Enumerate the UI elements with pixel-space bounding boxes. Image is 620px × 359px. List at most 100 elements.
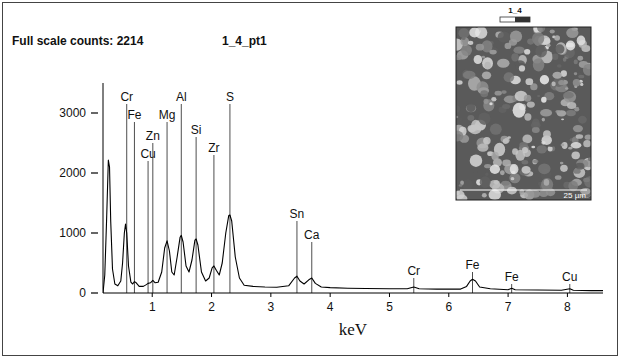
inset-texture — [556, 42, 567, 54]
x-tick — [211, 293, 212, 297]
x-tick-label: 4 — [327, 300, 334, 314]
inset-texture — [555, 110, 560, 113]
x-tick-label: 2 — [208, 300, 215, 314]
inset-texture — [484, 99, 489, 104]
inset-texture — [571, 151, 579, 159]
inset-texture — [480, 176, 491, 188]
inset-texture — [498, 31, 510, 42]
inset-texture — [489, 50, 496, 55]
inset-texture — [507, 187, 517, 195]
inset-texture — [511, 53, 518, 61]
inset-texture — [456, 80, 462, 85]
inset-texture — [482, 56, 485, 59]
peak-label: Zn — [146, 129, 160, 143]
y-tick — [91, 172, 98, 173]
inset-texture — [560, 165, 568, 172]
inset-texture — [485, 172, 488, 176]
inset-texture — [575, 163, 584, 170]
inset-texture — [532, 127, 540, 133]
peak-marker — [134, 122, 135, 293]
y-tick-label: 3000 — [59, 106, 86, 120]
subtitle: 1_4_pt1 — [222, 34, 267, 48]
x-tick — [152, 293, 153, 297]
inset-texture — [538, 164, 550, 175]
peak-label: Sn — [290, 207, 305, 221]
inset-texture — [513, 103, 526, 118]
inset-texture — [560, 162, 564, 165]
inset-texture — [519, 65, 525, 71]
inset-texture — [565, 87, 568, 89]
inset-texture — [578, 116, 587, 124]
inset-texture — [456, 105, 460, 112]
peak-label: S — [226, 90, 234, 104]
inset-texture — [500, 170, 505, 175]
inset-texture — [541, 178, 553, 191]
inset-texture — [555, 175, 562, 180]
inset-texture — [583, 64, 591, 76]
inset-texture — [504, 72, 514, 82]
peak-marker — [472, 272, 473, 293]
inset-texture — [531, 146, 535, 149]
inset-texture — [478, 112, 490, 124]
inset-texture — [535, 45, 546, 58]
inset-texture — [521, 166, 530, 174]
inset-texture — [542, 118, 545, 122]
y-tick-label: 1000 — [59, 226, 86, 240]
inset-texture — [571, 142, 582, 148]
inset-texture — [497, 59, 509, 68]
inset-texture — [460, 180, 464, 184]
inset-texture — [460, 37, 469, 46]
peak-label: Mg — [159, 108, 176, 122]
inset-texture — [533, 173, 539, 178]
chart: Full scale counts: 22141_4_pt10100020003… — [0, 0, 620, 359]
inset-texture — [541, 97, 547, 103]
inset-texture — [583, 178, 590, 182]
inset-texture — [509, 39, 517, 46]
inset-texture — [522, 147, 528, 153]
inset-texture — [489, 189, 501, 200]
peak-label: Cu — [562, 270, 577, 284]
peak-label: Si — [191, 123, 202, 137]
inset-texture — [511, 177, 515, 180]
inset-texture — [489, 102, 492, 105]
inset-texture — [566, 41, 575, 51]
inset-texture — [525, 78, 533, 85]
peak-marker — [229, 104, 230, 293]
inset-texture — [583, 140, 591, 147]
title: Full scale counts: 2214 — [12, 34, 144, 48]
inset-texture — [527, 101, 535, 107]
inset-texture — [469, 124, 482, 134]
inset-texture — [470, 155, 483, 167]
inset-texture — [574, 72, 577, 75]
inset-texture — [552, 82, 556, 87]
inset-texture — [576, 134, 583, 139]
peak-marker — [181, 104, 182, 293]
inset-icon — [515, 17, 530, 22]
inset-texture — [502, 104, 510, 109]
inset-texture — [566, 110, 576, 116]
inset-texture — [550, 30, 555, 34]
peak-label: Cu — [140, 147, 155, 161]
inset-texture — [459, 184, 463, 186]
inset-texture — [502, 181, 510, 186]
inset-border — [456, 27, 591, 200]
inset-texture — [537, 145, 547, 153]
inset-texture — [490, 165, 500, 174]
inset-texture — [512, 148, 518, 155]
inset-texture — [495, 91, 502, 96]
peak-marker — [213, 155, 214, 293]
inset-texture — [462, 179, 472, 189]
inset-texture — [490, 123, 502, 134]
inset-texture — [482, 57, 493, 69]
peak-marker — [311, 242, 312, 293]
inset-texture — [563, 58, 567, 62]
inset-texture — [555, 44, 565, 53]
inset-texture — [507, 136, 510, 139]
inset-texture — [502, 159, 511, 166]
inset-texture — [474, 55, 483, 64]
y-tick-label: 0 — [79, 286, 86, 300]
x-tick — [330, 293, 331, 297]
inset-texture — [561, 144, 565, 147]
peak-marker — [167, 122, 168, 293]
peak-label: Ca — [304, 228, 320, 242]
